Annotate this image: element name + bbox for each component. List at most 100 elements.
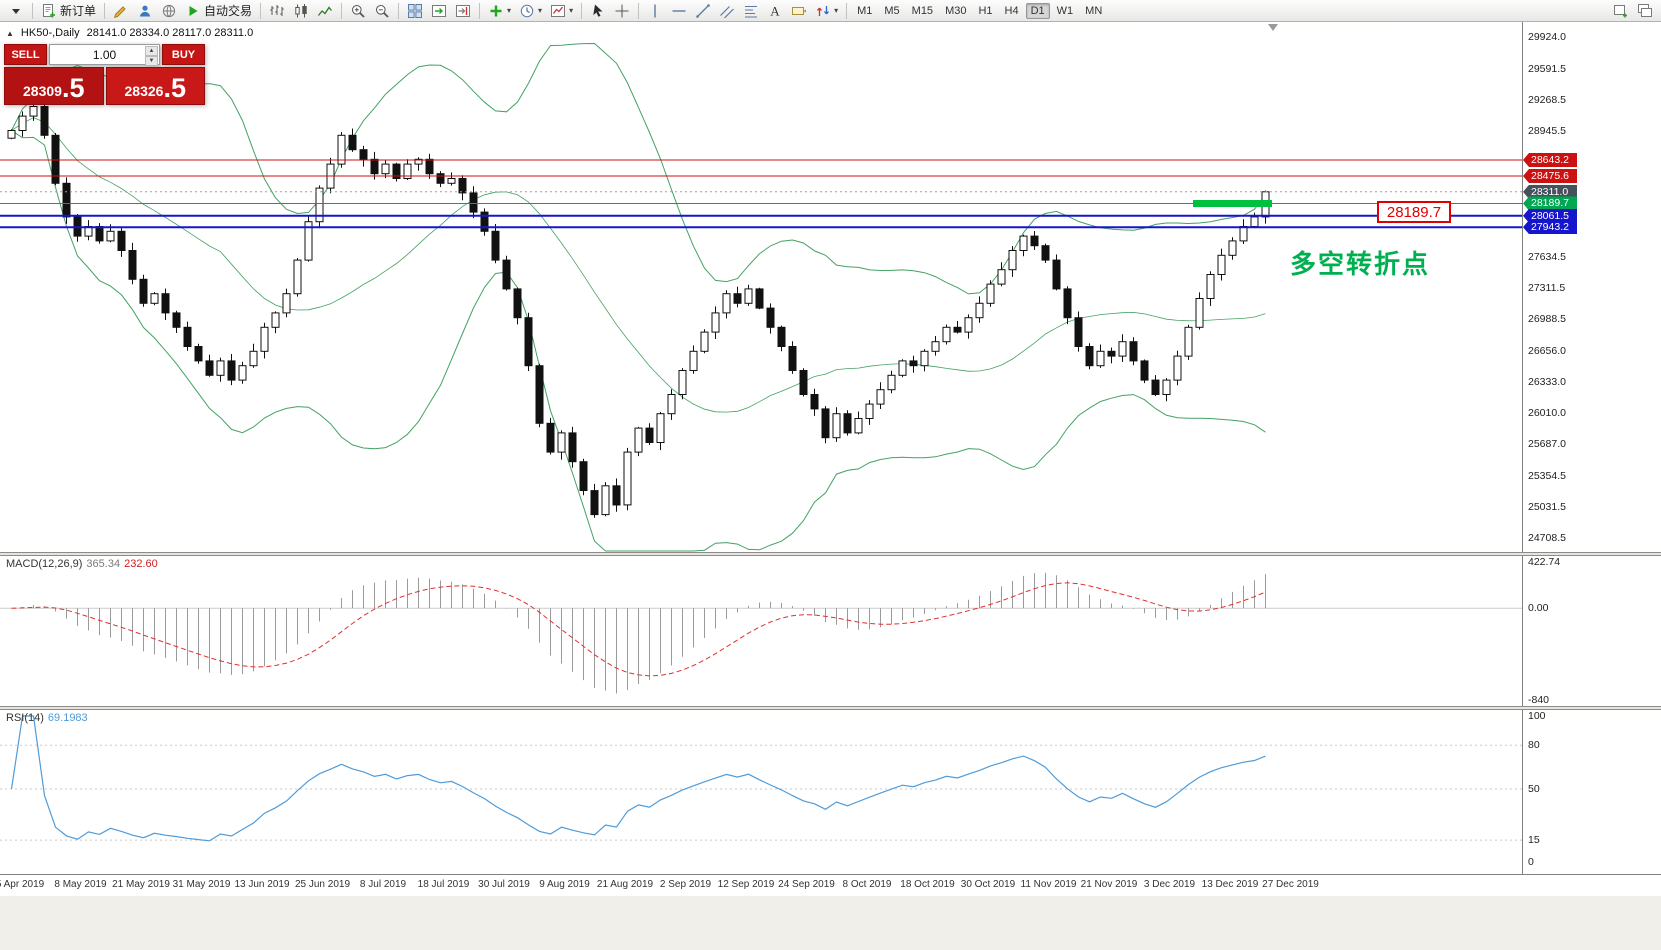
text-icon	[767, 3, 783, 19]
toolbar-channel-button[interactable]	[715, 1, 739, 20]
chart-ohlc-header: ▲ HK50-,Daily 28141.0 28334.0 28117.0 28…	[6, 27, 253, 39]
volume-input[interactable]: 1.00 ▲ ▼	[49, 44, 160, 66]
toolbar-window-list-button[interactable]	[1633, 1, 1657, 20]
price-tick: 25031.5	[1528, 500, 1566, 513]
toolbar-templates-button[interactable]: ▾	[546, 1, 577, 20]
toolbar-autotrading-button[interactable]: 自动交易	[181, 1, 256, 20]
window-list-icon	[1637, 3, 1653, 19]
volume-value: 1.00	[92, 47, 117, 62]
date-label: 9 Aug 2019	[539, 879, 590, 890]
price-tag: 28311.0	[1523, 184, 1577, 199]
date-label: 30 Oct 2019	[960, 879, 1016, 890]
macd-signal-value: 232.60	[124, 558, 158, 570]
toolbar-trendline-button[interactable]	[691, 1, 715, 20]
toolbar-crosshair-button[interactable]	[610, 1, 634, 20]
toolbar-periods-button[interactable]: ▾	[515, 1, 546, 20]
rsi-value: 69.1983	[47, 712, 88, 724]
rsi-panel[interactable]: RSI(14) 69.1983	[0, 710, 1522, 874]
toolbar-zoom-out-button[interactable]	[370, 1, 394, 20]
turning-point-annotation[interactable]: 多空转折点	[1290, 249, 1431, 279]
caret-down-icon: ▾	[507, 6, 512, 15]
toolbar-horizontal-line-button[interactable]	[667, 1, 691, 20]
tab-timeframe-mn[interactable]: MN	[1085, 4, 1103, 17]
toolbar-terminal-button[interactable]	[133, 1, 157, 20]
tab-timeframe-m30[interactable]: M30	[945, 4, 967, 17]
date-label: 2 Sep 2019	[659, 879, 712, 890]
arrows-icon	[815, 3, 831, 19]
tab-timeframe-h1[interactable]: H1	[978, 4, 993, 17]
toolbar-separator	[341, 2, 343, 19]
terminal-icon	[137, 3, 153, 19]
tab-timeframe-m5[interactable]: M5	[884, 4, 900, 17]
toolbar-chart-selector-button[interactable]	[4, 1, 28, 20]
rsi-axis-tick: 15	[1528, 834, 1540, 847]
horizontal-line-icon	[671, 3, 687, 19]
candle-chart-icon	[293, 3, 309, 19]
buy-button[interactable]: BUY	[162, 44, 205, 65]
date-label: 8 Oct 2019	[842, 879, 892, 890]
panel-splitter[interactable]	[0, 552, 1661, 556]
tab-timeframe-m15[interactable]: M15	[911, 4, 934, 17]
auto-scroll-icon	[431, 3, 447, 19]
toolbar-separator	[846, 2, 848, 19]
toolbar-separator	[479, 2, 481, 19]
main-chart[interactable]	[0, 22, 1522, 552]
tab-timeframe-d1[interactable]: D1	[1025, 2, 1050, 19]
toolbar-zoom-in-button[interactable]	[346, 1, 370, 20]
toolbar-vertical-line-button[interactable]	[643, 1, 667, 20]
toolbar-arrows-button[interactable]: ▾	[811, 1, 842, 20]
price-tick: 26656.0	[1528, 344, 1566, 357]
rsi-axis-tick: 50	[1528, 783, 1540, 795]
time-axis[interactable]: 5 Apr 2019 8 May 2019 21 May 2019 31 May 20…	[0, 874, 1661, 896]
price-tick: 24708.5	[1528, 531, 1566, 544]
volume-decrease-button[interactable]: ▼	[145, 56, 158, 66]
toolbar-auto-scroll-button[interactable]	[427, 1, 451, 20]
toolbar-fibonacci-button[interactable]	[739, 1, 763, 20]
toolbar-indicators-button[interactable]: ▾	[484, 1, 515, 20]
date-label: 25 Jun 2019	[294, 879, 351, 890]
tab-timeframe-w1[interactable]: W1	[1056, 4, 1074, 17]
toolbar-cursor-button[interactable]	[586, 1, 610, 20]
price-callout-label[interactable]: 28189.7	[1377, 201, 1451, 223]
toolbar-market-button[interactable]	[157, 1, 181, 20]
date-label: 31 May 2019	[172, 879, 231, 890]
buy-price-button[interactable]: 28326.5	[105, 67, 205, 105]
volume-increase-button[interactable]: ▲	[145, 46, 158, 56]
macd-panel[interactable]: MACD(12,26,9) 365.34 232.60	[0, 556, 1522, 706]
price-axis[interactable]: 29924.0 29591.5 29268.5 28945.5 27634.5 27311…	[1522, 22, 1661, 874]
toolbar-right-group	[1609, 1, 1657, 20]
toolbar-new-chart-button[interactable]	[1609, 1, 1633, 20]
chart-shift-marker[interactable]	[1268, 24, 1278, 31]
price-tick: 29924.0	[1528, 30, 1566, 43]
toolbar-new-order-button[interactable]: 新订单	[37, 1, 100, 20]
tab-timeframe-m1[interactable]: M1	[857, 4, 873, 17]
chart-menu-icon: ▲	[6, 28, 14, 38]
toolbar-separator	[104, 2, 106, 19]
toolbar-chart-shift-button[interactable]	[451, 1, 475, 20]
one-click-trading-panel: SELL 1.00 ▲ ▼ BUY 28309.5 28326.5	[4, 44, 205, 105]
sell-price-button[interactable]: 28309.5	[4, 67, 104, 105]
indicators-icon	[488, 3, 504, 19]
rsi-axis-tick: 100	[1528, 710, 1546, 722]
new-chart-icon	[1613, 3, 1629, 19]
toolbar-tile-windows-button[interactable]	[403, 1, 427, 20]
metaeditor-icon	[113, 3, 129, 19]
crosshair-icon	[614, 3, 630, 19]
sell-price-main: 28309	[23, 83, 62, 99]
tab-timeframe-h4[interactable]: H4	[1004, 4, 1019, 17]
macd-label: MACD(12,26,9) 365.34 232.60	[6, 558, 158, 570]
toolbar-candle-chart-button[interactable]	[289, 1, 313, 20]
toolbar-metaeditor-button[interactable]	[109, 1, 133, 20]
toolbar-bar-chart-button[interactable]	[265, 1, 289, 20]
sell-button[interactable]: SELL	[4, 44, 47, 65]
toolbar-line-chart-button[interactable]	[313, 1, 337, 20]
market-icon	[161, 3, 177, 19]
chart-shift-icon	[455, 3, 471, 19]
symbol-period-label: HK50-,Daily	[20, 27, 80, 39]
panel-splitter[interactable]	[0, 706, 1661, 710]
toolbar-text-label-button[interactable]	[787, 1, 811, 20]
zoom-in-icon	[350, 3, 366, 19]
toolbar-separator	[638, 2, 640, 19]
bar-chart-icon	[269, 3, 285, 19]
toolbar-text-button[interactable]	[763, 1, 787, 20]
